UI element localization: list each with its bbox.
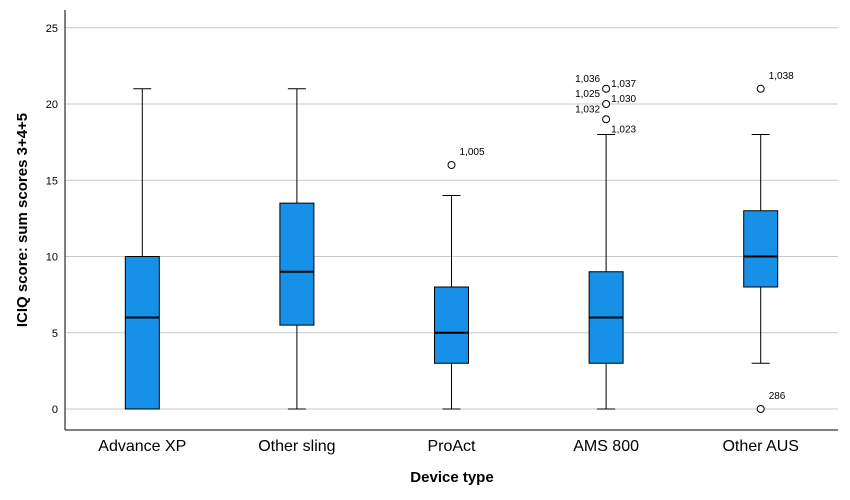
outlier-point (602, 84, 611, 93)
axes (64, 10, 838, 431)
outlier-label: 1,036 (575, 74, 600, 85)
boxes: 1,005 1,032 1,023 1,025 1,030 1,036 1,037 1,038… (124, 71, 794, 413)
outlier-point (602, 115, 611, 124)
outlier-label: 1,037 (611, 79, 636, 90)
iqr-box (743, 210, 779, 288)
outlier-point (602, 100, 611, 108)
x-axis-title: Device type (410, 469, 493, 486)
y-tick-labels: 0 5 10 15 20 25 (46, 23, 58, 416)
y-tick-label-15: 15 (46, 175, 58, 187)
outlier-label: 1,005 (460, 147, 485, 158)
outlier-point (447, 161, 456, 169)
y-tick-label-10: 10 (46, 252, 58, 264)
outlier-label: 1,038 (769, 71, 794, 82)
category-labels: Advance XP Other sling ProAct AMS 800 Other … (98, 438, 799, 455)
outlier-label: 1,025 (575, 89, 600, 100)
y-tick-label-5: 5 (52, 328, 58, 340)
iqr-box (434, 286, 469, 364)
category-label-other-sling: Other sling (258, 438, 335, 455)
outlier-label: 1,023 (611, 124, 636, 135)
category-label-ams-800: AMS 800 (573, 438, 639, 455)
y-tick-label-20: 20 (46, 99, 58, 111)
iqr-box (279, 202, 315, 326)
box-ams-800: 1,032 1,023 1,025 1,030 1,036 1,037 (575, 74, 637, 410)
category-label-advance-xp: Advance XP (98, 438, 186, 455)
outlier-point (756, 84, 765, 93)
iqr-box (124, 256, 160, 410)
category-label-proact: ProAct (427, 438, 476, 455)
box-proact: 1,005 (434, 147, 485, 410)
y-tick-label-25: 25 (46, 23, 58, 35)
outlier-point (756, 405, 765, 413)
outlier-label: 286 (769, 391, 786, 402)
box-other-aus: 1,038 286 (743, 71, 794, 413)
box-advance-xp (124, 88, 160, 410)
y-tick-label-0: 0 (52, 404, 58, 416)
y-axis-title: ICIQ score: sum scores 3+4+5 (14, 113, 31, 327)
outlier-label: 1,032 (575, 104, 600, 115)
category-label-other-aus: Other AUS (722, 438, 798, 455)
outlier-label: 1,030 (611, 94, 636, 105)
box-other-sling (279, 88, 315, 410)
